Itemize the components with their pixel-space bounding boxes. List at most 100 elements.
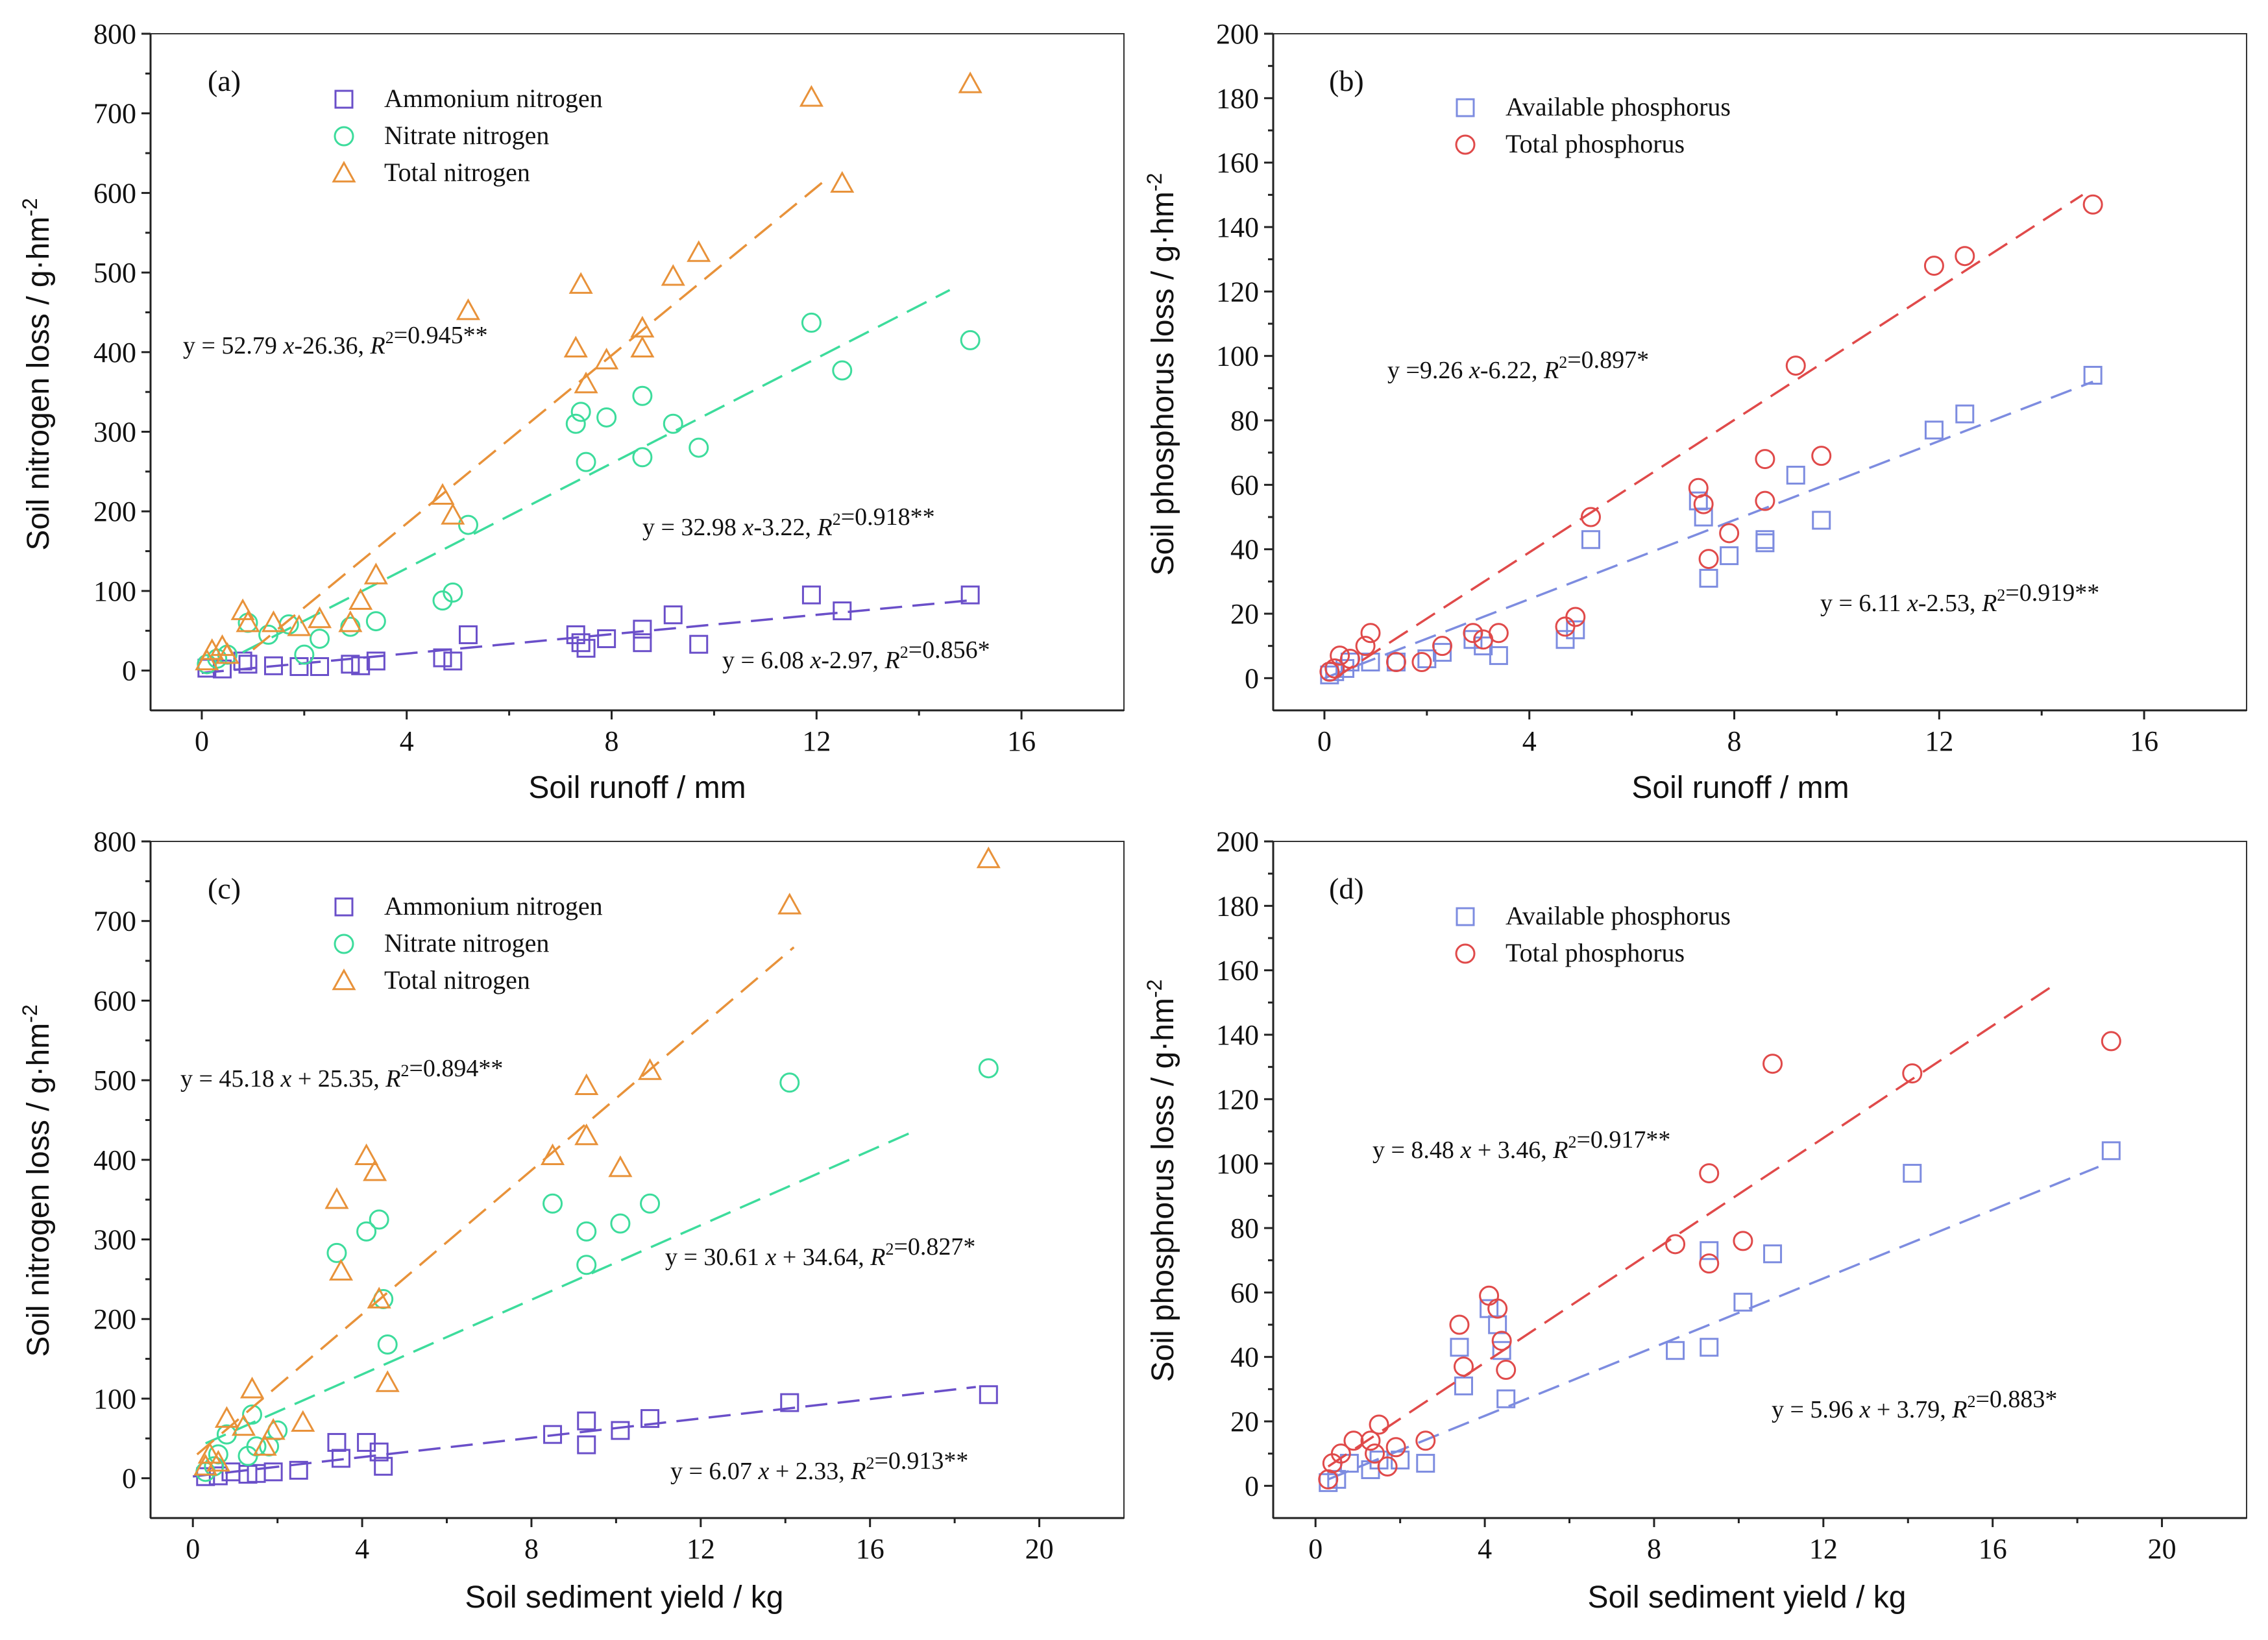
data-point xyxy=(291,1410,315,1432)
data-point xyxy=(1449,1314,1470,1335)
y-tick-label: 400 xyxy=(93,337,136,368)
y-tick-label: 400 xyxy=(93,1144,136,1176)
data-point xyxy=(1360,1430,1381,1451)
data-point xyxy=(1755,449,1775,470)
data-point xyxy=(633,633,652,653)
data-point xyxy=(976,846,1001,869)
data-point xyxy=(1902,1063,1923,1084)
data-point xyxy=(1330,645,1350,666)
data-point xyxy=(443,651,463,671)
x-tick-label: 16 xyxy=(1007,725,1036,757)
data-point xyxy=(432,590,453,611)
fit-line xyxy=(196,946,795,1456)
data-point xyxy=(1719,523,1740,544)
plot-frame xyxy=(1273,841,2247,1519)
data-point xyxy=(661,264,685,286)
data-point xyxy=(1385,1437,1406,1458)
y-axis-title: Soil nitrogen loss / g·hm-2 xyxy=(18,1004,56,1357)
data-point xyxy=(570,402,591,422)
data-point xyxy=(1581,530,1600,549)
data-point xyxy=(258,624,279,645)
x-tick-label: 12 xyxy=(802,725,831,757)
fit-line xyxy=(205,1131,913,1445)
fit-equation: y = 5.96 x + 3.79, R2=0.883* xyxy=(1772,1386,2057,1423)
legend-marker xyxy=(334,90,354,109)
data-point xyxy=(632,385,653,406)
legend-marker xyxy=(1456,98,1475,117)
y-tick-label: 60 xyxy=(1230,469,1259,501)
data-point xyxy=(1489,646,1508,666)
data-point xyxy=(832,360,853,381)
data-point xyxy=(1415,1430,1436,1451)
data-point xyxy=(577,1411,596,1430)
fit-line xyxy=(1334,193,2084,679)
data-point xyxy=(340,616,361,637)
data-point xyxy=(1377,1456,1398,1477)
data-point xyxy=(689,634,709,654)
data-point xyxy=(289,1460,308,1480)
x-tick-label: 4 xyxy=(400,725,414,757)
y-tick-label: 60 xyxy=(1230,1277,1259,1308)
data-point xyxy=(328,1259,354,1281)
data-point xyxy=(1700,1338,1719,1357)
data-point xyxy=(978,1058,999,1079)
data-point xyxy=(1555,630,1575,649)
legend-label: Nitrate nitrogen xyxy=(384,121,549,150)
data-point xyxy=(289,657,309,677)
data-point xyxy=(1923,256,1944,276)
y-tick-label: 140 xyxy=(1216,211,1259,243)
data-point xyxy=(633,620,652,639)
data-point xyxy=(374,1456,393,1476)
series-available_p xyxy=(1320,365,2103,684)
data-point xyxy=(574,371,598,394)
data-point xyxy=(214,1406,239,1428)
fit-line xyxy=(1328,1166,2099,1481)
data-point xyxy=(1955,404,1975,424)
data-point xyxy=(377,1334,398,1355)
data-point xyxy=(632,447,653,468)
legend-label: Ammonium nitrogen xyxy=(384,84,603,113)
legend-marker xyxy=(1456,907,1475,926)
x-tick-label: 12 xyxy=(687,1533,715,1565)
fit-line xyxy=(1324,380,2093,679)
data-point xyxy=(640,1193,661,1214)
data-point xyxy=(630,335,655,357)
data-point xyxy=(1755,490,1775,511)
y-tick-label: 100 xyxy=(93,575,136,607)
data-point xyxy=(2082,194,2103,215)
y-tick-label: 300 xyxy=(93,1224,136,1256)
data-point xyxy=(1496,1389,1516,1408)
data-point xyxy=(326,1242,347,1263)
data-point xyxy=(780,1393,799,1412)
data-point xyxy=(363,1159,387,1181)
data-point xyxy=(310,629,330,649)
y-tick-label: 160 xyxy=(1216,147,1259,179)
legend-marker xyxy=(334,934,354,954)
data-point xyxy=(263,1462,283,1482)
y-tick-label: 80 xyxy=(1230,1212,1259,1244)
data-point xyxy=(206,1450,230,1472)
x-tick-label: 4 xyxy=(1522,725,1537,757)
data-point xyxy=(261,1417,286,1440)
data-point xyxy=(1330,1443,1351,1464)
chart-panel-d: 0 20 40 60 80 100 120 140 160 180 200 0 4 8 12 16 20 Soil… xyxy=(1143,826,2247,1615)
y-tick-label: 20 xyxy=(1230,1406,1259,1438)
data-point xyxy=(1343,1430,1364,1451)
data-point xyxy=(443,582,463,603)
data-point xyxy=(1955,246,1975,267)
y-tick-label: 300 xyxy=(93,416,136,448)
y-tick-label: 200 xyxy=(1216,826,1259,858)
data-point xyxy=(341,655,360,674)
data-point xyxy=(1319,661,1340,682)
data-point xyxy=(1335,658,1355,678)
data-point xyxy=(594,348,619,370)
data-point xyxy=(239,1377,265,1399)
y-tick-label: 0 xyxy=(122,655,136,687)
data-point xyxy=(571,633,591,653)
data-point xyxy=(1699,1253,1720,1274)
data-point xyxy=(1463,623,1483,644)
data-point xyxy=(1755,530,1775,549)
data-point xyxy=(565,413,586,434)
data-point xyxy=(543,1425,563,1444)
y-tick-label: 800 xyxy=(93,18,136,50)
